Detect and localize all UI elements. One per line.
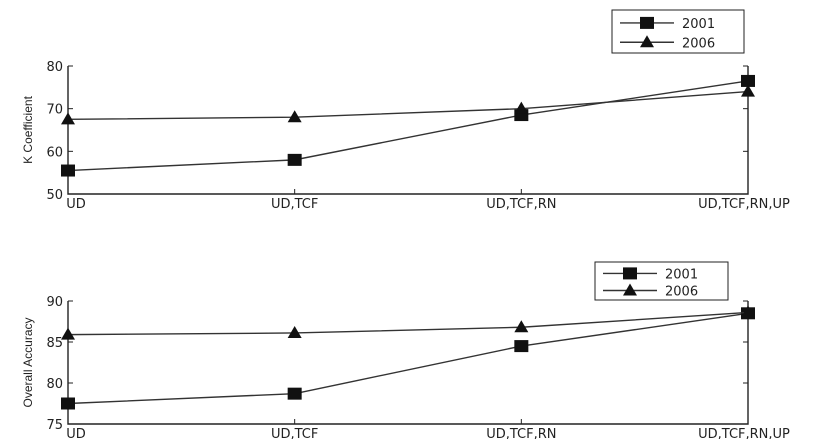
data-point-2006	[741, 84, 755, 97]
x-tick-label: UD,TCF,RN	[486, 427, 556, 439]
y-tick-label: 75	[46, 418, 63, 433]
data-point-2006	[287, 325, 302, 338]
x-tick-label: UD	[66, 427, 86, 439]
y-tick-label: 60	[46, 145, 63, 160]
data-point-2006	[741, 305, 755, 318]
x-tick-label: UD,TCF	[271, 197, 318, 212]
x-tick-label: UD,TCF,RN,UP	[698, 427, 790, 439]
legend-label-2006: 2006	[665, 285, 698, 300]
chart-panel-2: 75 80 85 90 UD UD,TCF UD,TCF,RN UD,TCF,RN,UP Ove…	[21, 261, 790, 439]
series-line-2006	[67, 90, 749, 121]
data-point-2006	[287, 110, 302, 123]
legend-box	[594, 261, 729, 301]
legend-box	[611, 9, 745, 54]
y-tick-label: 85	[46, 336, 63, 351]
y-tick-label: 70	[46, 103, 63, 118]
legend: 2001 2006	[611, 9, 745, 54]
y-tick-label: 90	[46, 295, 63, 310]
data-point-2001	[61, 164, 75, 177]
y-tick-label: 50	[46, 188, 63, 203]
x-tick-label: UD,TCF,RN	[486, 197, 556, 212]
data-point-2006	[514, 101, 529, 114]
plot-frame	[67, 66, 749, 195]
y-tick-label: 80	[46, 60, 63, 75]
data-point-2006	[514, 320, 529, 333]
chart-panel-1: 50 60 70 80 UD UD,TCF UD,TCF,RN UD,TCF,RN,UP K C…	[21, 9, 790, 212]
data-point-2001	[514, 340, 529, 353]
legend: 2001 2006	[594, 261, 729, 301]
legend-marker-2001	[623, 267, 637, 280]
y-axis-title: K Coefficient	[21, 95, 35, 163]
legend-marker-2001	[640, 16, 654, 29]
legend-label-2006: 2006	[682, 36, 715, 51]
data-point-2001	[287, 153, 302, 166]
y-axis-title: Overall Accuracy	[21, 317, 35, 407]
series-line-2006	[67, 311, 749, 336]
plot-frame	[67, 301, 749, 425]
series-line-2001	[67, 312, 749, 405]
x-tick-label: UD	[66, 197, 86, 212]
legend-marker-2006	[623, 283, 637, 296]
legend-label-2001: 2001	[665, 267, 698, 282]
data-point-2001	[741, 74, 755, 87]
data-point-2001	[287, 387, 302, 400]
legend-label-2001: 2001	[682, 17, 715, 32]
data-point-2006	[61, 112, 75, 125]
data-point-2006	[61, 327, 75, 340]
data-point-2001	[61, 397, 75, 410]
x-tick-label: UD,TCF,RN,UP	[698, 197, 790, 212]
legend-marker-2006	[640, 35, 654, 48]
y-tick-label: 80	[46, 377, 63, 392]
x-tick-label: UD,TCF	[271, 427, 318, 439]
series-line-2001	[67, 80, 749, 172]
